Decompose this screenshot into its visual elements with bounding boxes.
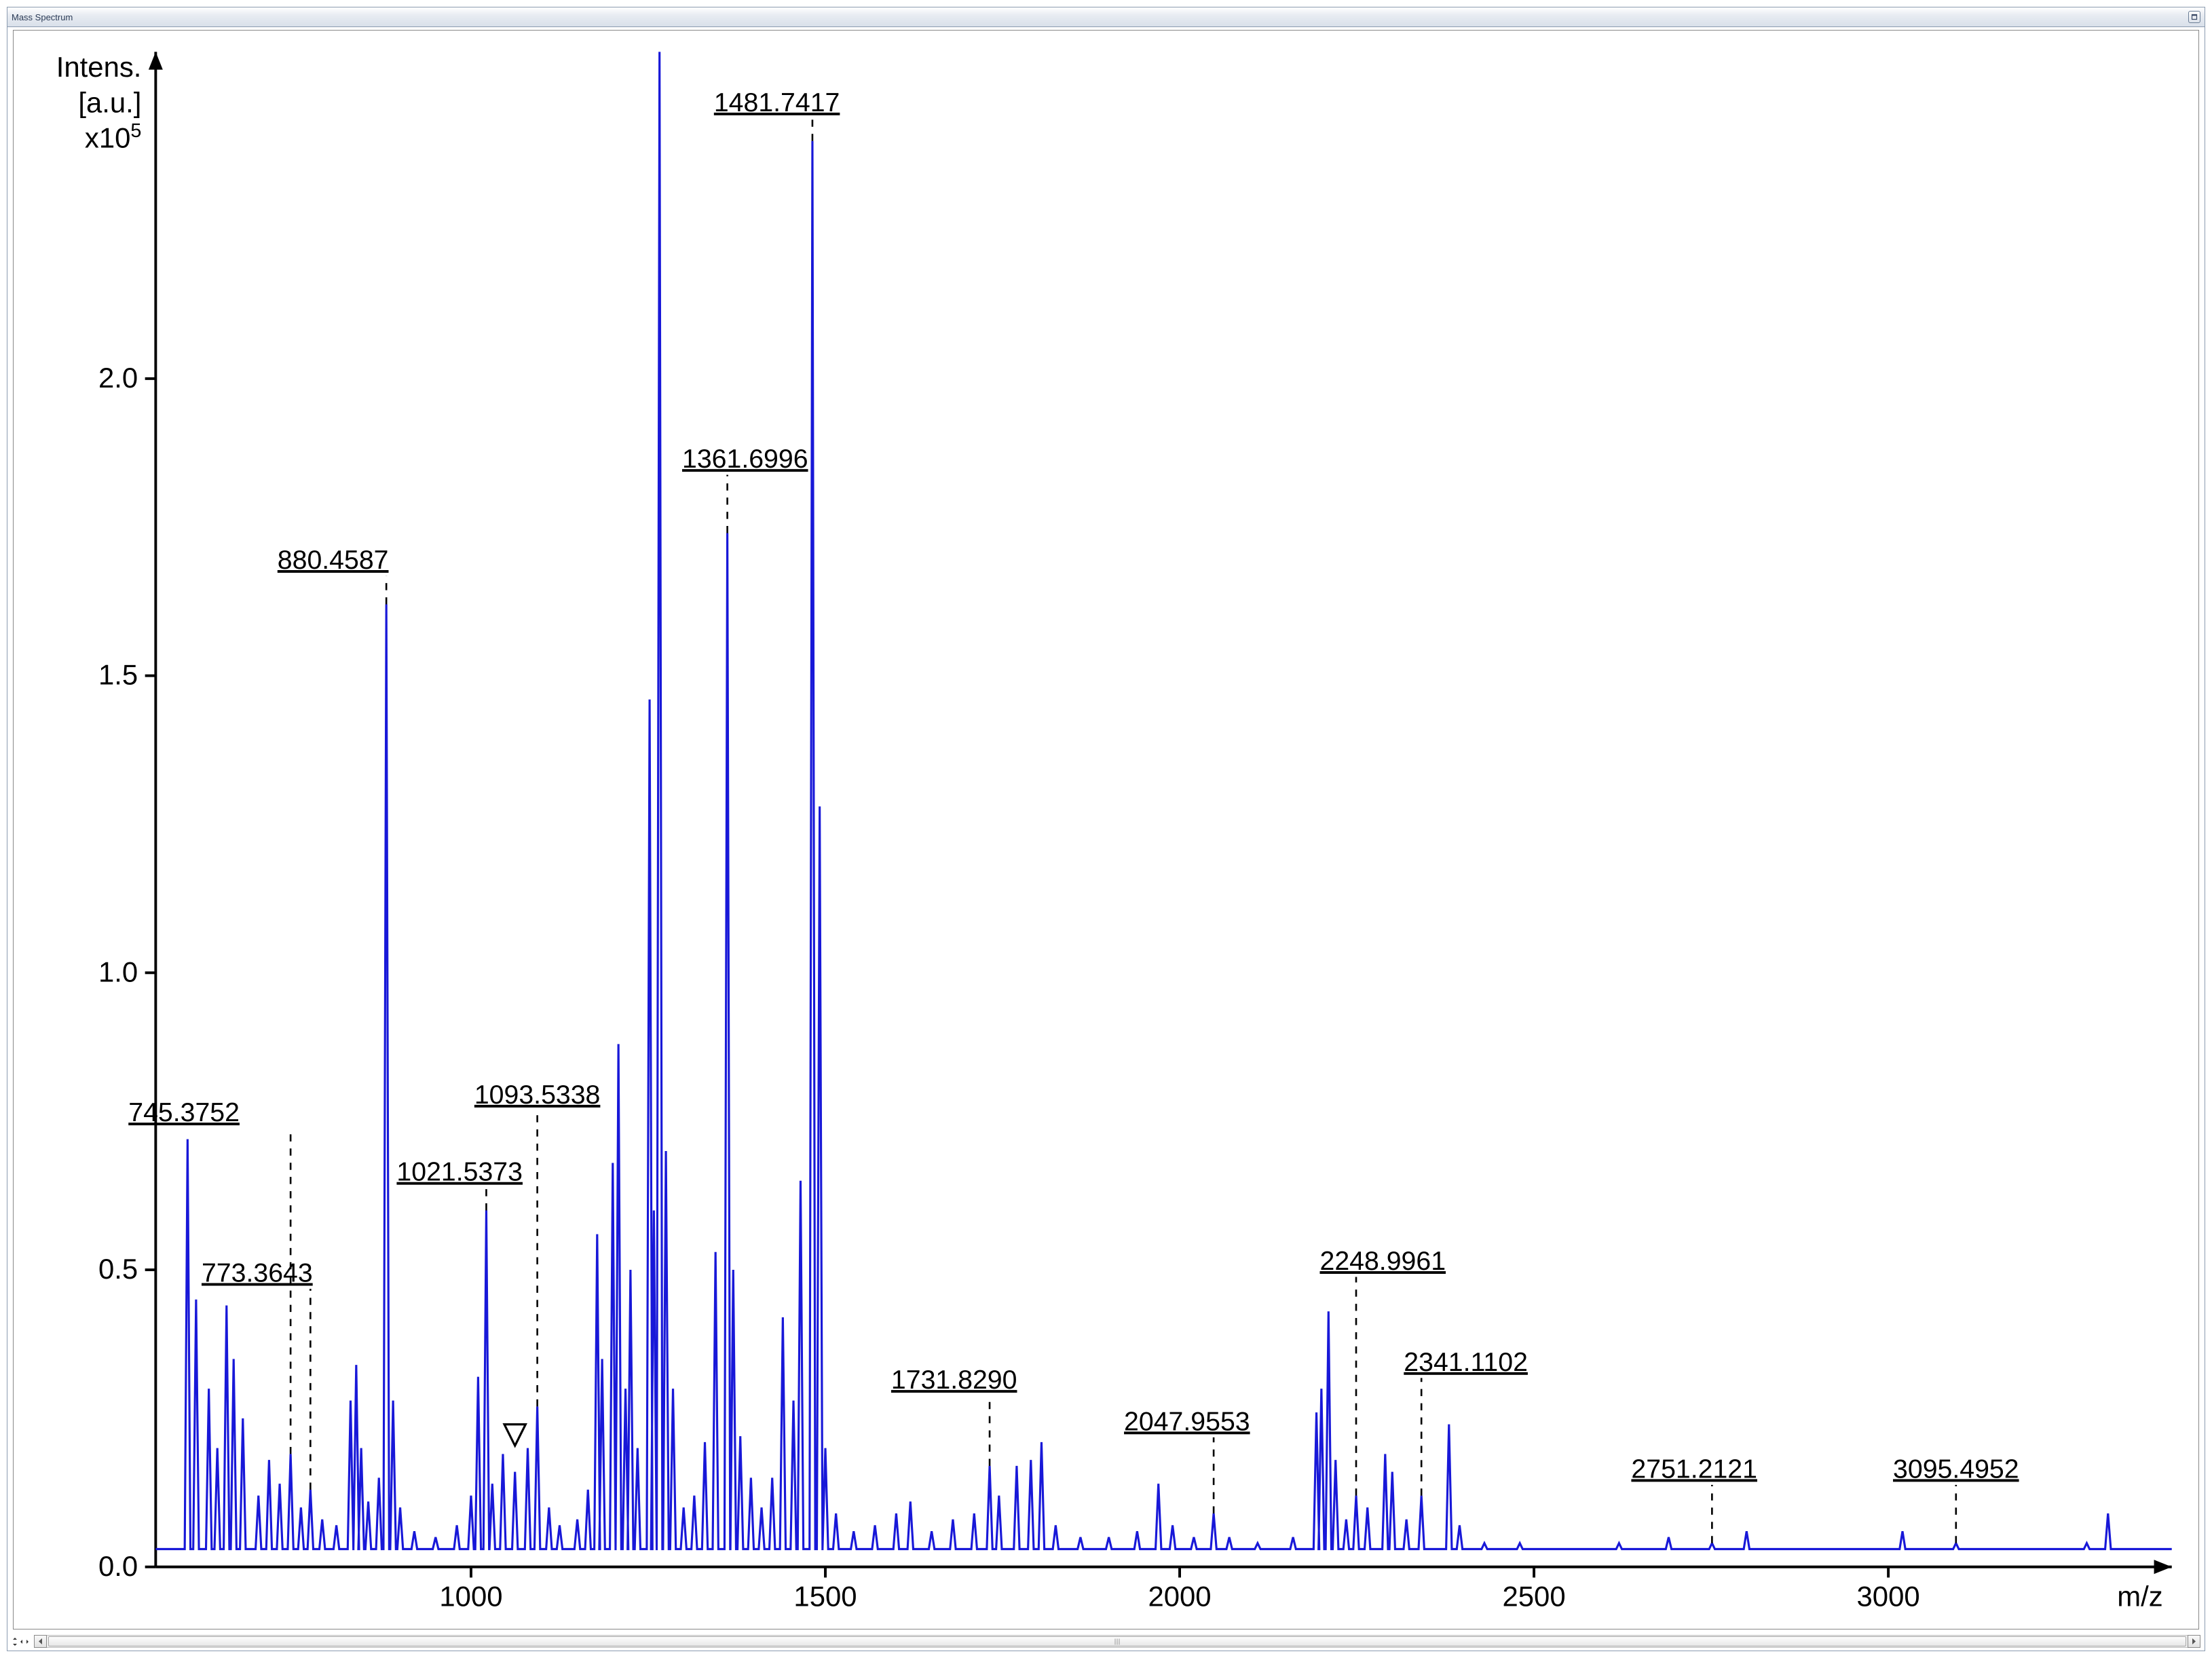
svg-text:2047.9553: 2047.9553 [1124, 1406, 1250, 1436]
svg-text:3095.4952: 3095.4952 [1893, 1454, 2019, 1484]
spectrum-chart: 0.0 0.5 1.0 1.5 2.0 Intens.[a.u.]x105 1000 1500… [14, 31, 2198, 1629]
svg-text:2000: 2000 [1148, 1580, 1211, 1612]
svg-text:745.3752: 745.3752 [128, 1097, 240, 1127]
svg-text:m/z: m/z [2117, 1580, 2162, 1612]
svg-text:1.5: 1.5 [98, 659, 138, 691]
close-icon [2191, 14, 2198, 20]
svg-text:773.3643: 773.3643 [202, 1258, 313, 1288]
svg-text:2248.9961: 2248.9961 [1319, 1246, 1446, 1276]
plot-area[interactable]: 0.0 0.5 1.0 1.5 2.0 Intens.[a.u.]x105 1000 1500… [13, 30, 2199, 1629]
svg-text:1.0: 1.0 [98, 956, 138, 987]
scroll-thumb[interactable] [48, 1636, 2186, 1646]
chevron-right-icon [2192, 1638, 2196, 1644]
scroll-right-button[interactable] [2188, 1635, 2200, 1648]
svg-text:1481.7417: 1481.7417 [714, 88, 840, 117]
horizontal-scrollbar[interactable] [34, 1635, 2200, 1648]
svg-text:1361.6996: 1361.6996 [682, 444, 808, 474]
chevron-left-icon [38, 1638, 43, 1644]
resize-handles[interactable] [12, 1638, 29, 1646]
svg-text:1093.5338: 1093.5338 [474, 1080, 601, 1110]
svg-text:Intens.: Intens. [56, 51, 142, 83]
svg-text:1500: 1500 [793, 1580, 857, 1612]
svg-text:0.0: 0.0 [98, 1550, 138, 1582]
svg-text:3000: 3000 [1857, 1580, 1920, 1612]
resize-horizontal-icon [20, 1638, 29, 1645]
spectrum-window: Mass Spectrum 0.0 0.5 1.0 1.5 2.0 Intens.[a.u… [7, 7, 2205, 1651]
titlebar: Mass Spectrum [7, 7, 2205, 27]
svg-text:[a.u.]: [a.u.] [78, 86, 141, 118]
close-button[interactable] [2188, 11, 2200, 23]
resize-vertical-icon [12, 1638, 18, 1646]
svg-text:0.5: 0.5 [98, 1253, 138, 1285]
scroll-left-button[interactable] [34, 1635, 47, 1648]
svg-text:x105: x105 [85, 120, 142, 154]
bottom-controls [7, 1632, 2205, 1651]
svg-text:1731.8290: 1731.8290 [891, 1365, 1017, 1395]
scroll-track[interactable] [47, 1635, 2188, 1648]
window-title: Mass Spectrum [12, 12, 73, 22]
svg-text:2500: 2500 [1503, 1580, 1566, 1612]
svg-text:880.4587: 880.4587 [278, 545, 389, 575]
svg-text:2341.1102: 2341.1102 [1404, 1347, 1528, 1377]
svg-text:2751.2121: 2751.2121 [1631, 1454, 1757, 1484]
svg-text:1021.5373: 1021.5373 [396, 1157, 523, 1187]
svg-text:1000: 1000 [439, 1580, 502, 1612]
svg-text:2.0: 2.0 [98, 362, 138, 394]
